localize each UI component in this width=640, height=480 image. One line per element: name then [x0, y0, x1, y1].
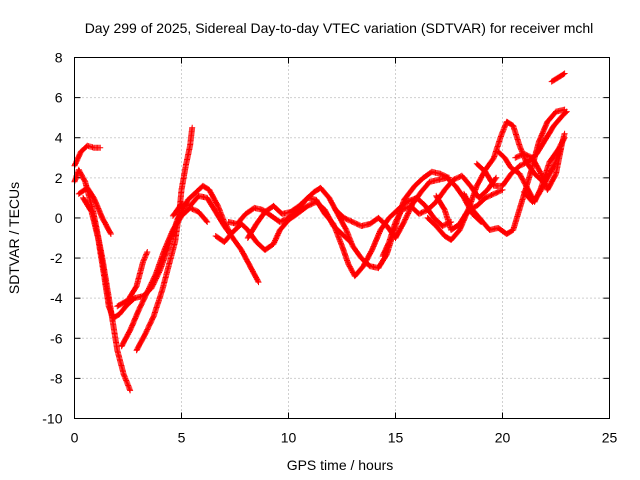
series-markers-2 — [75, 184, 114, 237]
series-markers-10 — [244, 194, 455, 280]
y-tick-label: -2 — [50, 250, 63, 266]
series-markers-0 — [71, 166, 134, 394]
x-tick-label: 15 — [388, 430, 404, 446]
series-track-1 — [71, 166, 134, 394]
series-track-5 — [114, 249, 151, 310]
series-markers-12 — [379, 172, 500, 260]
series-track-11 — [244, 194, 455, 280]
series-markers-1 — [71, 142, 104, 169]
series-markers-4 — [114, 249, 151, 310]
y-tick-label: -4 — [50, 290, 63, 306]
series-track-8 — [169, 192, 262, 286]
series-track-2 — [71, 142, 104, 169]
data-points — [71, 70, 570, 394]
chart-title: Day 299 of 2025, Sidereal Day-to-day VTE… — [85, 20, 594, 36]
y-tick-label: -6 — [50, 330, 63, 346]
axis-ticks: 0 5 10 15 20 25 -10 -8 -6 -4 -2 0 2 4 6 8 — [42, 50, 617, 446]
series-track-21 — [548, 70, 568, 85]
x-tick-label: 0 — [71, 430, 79, 446]
series-markers-20 — [548, 70, 568, 85]
y-axis-label: SDTVAR / TECUs — [6, 182, 22, 294]
y-tick-label: -10 — [42, 411, 62, 427]
grid — [74, 57, 610, 419]
x-tick-label: 5 — [178, 430, 186, 446]
y-tick-label: 8 — [55, 50, 63, 66]
x-axis-label: GPS time / hours — [287, 457, 394, 473]
x-tick-label: 20 — [495, 430, 511, 446]
x-tick-label: 10 — [281, 430, 297, 446]
series-track-7 — [133, 124, 196, 354]
y-tick-label: -8 — [50, 370, 63, 386]
series-markers-6 — [133, 124, 196, 354]
plot-frame — [74, 57, 610, 419]
y-tick-label: 6 — [55, 90, 63, 106]
y-tick-label: 2 — [55, 170, 63, 186]
y-tick-label: 0 — [55, 210, 63, 226]
series-track-20 — [520, 146, 564, 205]
y-tick-label: 4 — [55, 130, 63, 146]
series-track-3 — [75, 184, 114, 237]
series-track-13 — [379, 172, 500, 260]
x-tick-label: 25 — [602, 430, 618, 446]
series-markers-19 — [520, 146, 564, 205]
series-markers-7 — [169, 192, 262, 286]
